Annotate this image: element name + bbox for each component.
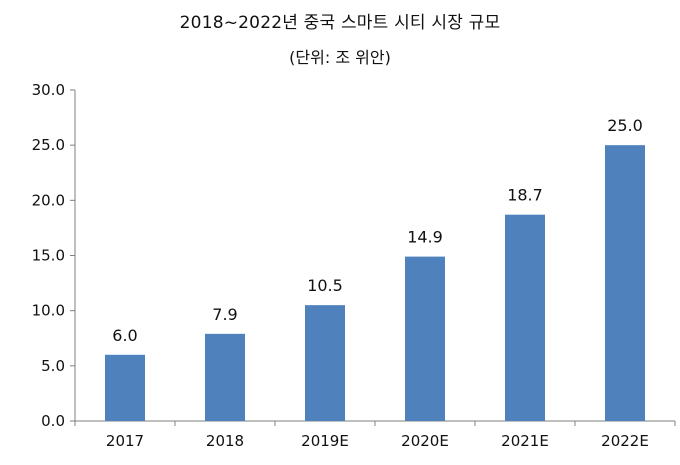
x-tick-label: 2022E	[601, 432, 649, 450]
bar-2018	[205, 333, 245, 421]
chart-bars	[105, 145, 645, 421]
y-tick-label: 20.0	[32, 191, 65, 209]
data-label: 10.5	[307, 276, 343, 295]
bar-2022E	[605, 145, 645, 421]
y-tick-label: 25.0	[32, 136, 65, 154]
y-tick-label: 0.0	[41, 412, 65, 430]
x-tick-label: 2019E	[301, 432, 349, 450]
data-label: 7.9	[212, 305, 237, 324]
x-tick-label: 2021E	[501, 432, 549, 450]
bar-2017	[105, 354, 145, 421]
data-label: 6.0	[112, 326, 137, 345]
chart-axes: 0.0 5.0 10.0 15.0 20.0 25.0 30.0 2017 2018 2019E 2…	[32, 81, 676, 450]
chart-title: 2018~2022년 중국 스마트 시티 시장 규모	[179, 13, 501, 33]
x-tick-label: 2018	[206, 432, 244, 450]
chart-subtitle: (단위: 조 위안)	[289, 48, 391, 67]
data-label: 14.9	[407, 228, 443, 247]
data-label: 18.7	[507, 186, 543, 205]
y-tick-label: 5.0	[41, 357, 65, 375]
x-tick-label: 2020E	[401, 432, 449, 450]
chart-data-labels: 6.0 7.9 10.5 14.9 18.7 25.0	[112, 116, 643, 345]
bar-2021E	[505, 214, 545, 421]
y-tick-label: 30.0	[32, 81, 65, 99]
y-tick-label: 15.0	[32, 247, 65, 265]
data-label: 25.0	[607, 116, 643, 135]
bar-2020E	[405, 256, 445, 421]
bar-2019E	[305, 305, 345, 421]
y-tick-label: 10.0	[32, 302, 65, 320]
x-tick-label: 2017	[106, 432, 144, 450]
